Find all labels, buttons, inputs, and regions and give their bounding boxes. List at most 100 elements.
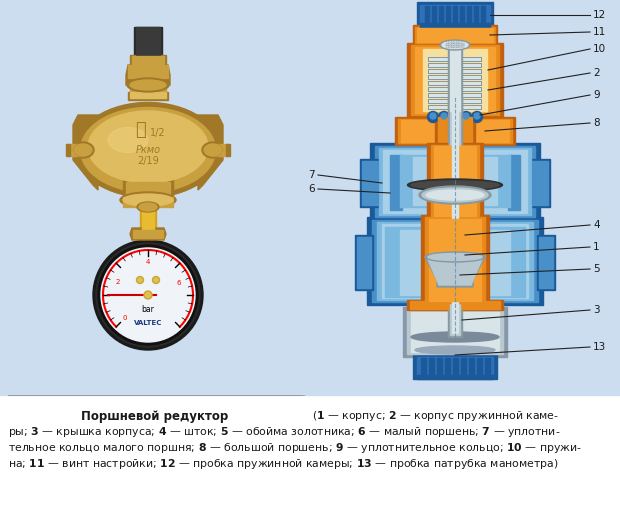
Bar — [383, 150, 527, 213]
Bar — [375, 146, 535, 217]
Circle shape — [98, 245, 198, 345]
Bar — [428, 99, 482, 104]
Bar — [421, 358, 426, 376]
Ellipse shape — [72, 142, 94, 158]
Bar — [474, 6, 478, 24]
Text: 12: 12 — [593, 10, 606, 20]
Polygon shape — [126, 65, 170, 90]
Bar — [411, 45, 499, 115]
Text: 5: 5 — [593, 264, 600, 274]
Polygon shape — [130, 228, 166, 240]
Bar — [429, 76, 481, 79]
Bar — [305, 0, 620, 395]
Bar — [413, 355, 497, 379]
Bar — [379, 148, 531, 215]
Bar — [429, 94, 481, 97]
Bar — [400, 155, 510, 207]
Bar — [427, 143, 483, 220]
Bar — [532, 161, 548, 205]
Text: 6: 6 — [308, 184, 315, 194]
Ellipse shape — [419, 186, 491, 204]
Circle shape — [96, 243, 200, 347]
Circle shape — [101, 248, 195, 342]
Bar — [415, 47, 495, 113]
Bar — [367, 217, 543, 305]
Ellipse shape — [120, 192, 176, 208]
Ellipse shape — [426, 190, 484, 200]
Bar — [432, 6, 436, 24]
Bar — [437, 358, 442, 376]
Bar — [428, 93, 482, 98]
Bar — [461, 358, 466, 376]
Bar — [429, 88, 481, 91]
Bar — [355, 235, 373, 290]
Ellipse shape — [74, 145, 92, 155]
Bar — [413, 157, 497, 205]
Text: Ⓥ: Ⓥ — [135, 121, 145, 139]
Bar — [362, 161, 378, 205]
Ellipse shape — [204, 145, 222, 155]
Text: 1: 1 — [593, 242, 600, 252]
Bar — [128, 92, 168, 100]
Circle shape — [136, 277, 143, 283]
Bar — [415, 27, 495, 43]
Bar — [428, 75, 482, 80]
Bar — [429, 58, 481, 61]
Polygon shape — [427, 257, 483, 285]
Bar — [428, 105, 482, 110]
Bar — [450, 99, 460, 335]
Bar — [413, 25, 497, 45]
Bar — [140, 205, 156, 235]
Bar — [0, 395, 620, 505]
Ellipse shape — [74, 144, 92, 156]
Polygon shape — [133, 230, 163, 238]
Text: 1/2: 1/2 — [150, 128, 166, 138]
Bar — [407, 43, 503, 117]
Polygon shape — [73, 115, 223, 190]
Bar — [431, 145, 479, 218]
Text: 8: 8 — [593, 118, 600, 128]
Bar — [407, 310, 503, 354]
Bar — [445, 358, 450, 376]
Circle shape — [93, 240, 203, 350]
Circle shape — [438, 112, 450, 123]
Circle shape — [153, 277, 159, 283]
Bar — [439, 6, 443, 24]
Bar — [360, 159, 380, 207]
Bar — [438, 117, 472, 145]
Bar — [450, 47, 460, 111]
Circle shape — [144, 291, 152, 299]
Bar — [420, 5, 490, 25]
Bar — [429, 82, 481, 85]
Circle shape — [474, 113, 480, 119]
Bar — [429, 358, 434, 376]
Text: 9: 9 — [593, 90, 600, 100]
Bar — [428, 69, 482, 74]
Ellipse shape — [202, 142, 224, 158]
Ellipse shape — [74, 143, 92, 157]
Bar — [226, 144, 230, 156]
Text: на; $\mathbf{11}$ — винт настройки; $\mathbf{12}$ — пробка пружинной камеры; $\m: на; $\mathbf{11}$ — винт настройки; $\ma… — [8, 457, 559, 471]
Bar — [130, 92, 166, 98]
Bar — [411, 312, 499, 352]
Ellipse shape — [123, 194, 173, 206]
Bar — [398, 119, 512, 143]
Bar — [123, 180, 173, 200]
Text: bar: bar — [141, 306, 154, 315]
Ellipse shape — [74, 144, 92, 156]
Text: VALTEC: VALTEC — [134, 320, 162, 326]
Text: Ркмо: Ркмо — [135, 145, 161, 155]
Bar — [537, 235, 555, 290]
Ellipse shape — [428, 254, 482, 261]
Text: тельное кольцо малого поршня; $\mathbf{8}$ — большой поршень; $\mathbf{9}$ — упл: тельное кольцо малого поршня; $\mathbf{8… — [8, 441, 582, 455]
Ellipse shape — [442, 41, 468, 48]
Bar — [446, 6, 450, 24]
Bar — [385, 227, 525, 297]
Circle shape — [154, 278, 158, 282]
Circle shape — [146, 292, 151, 297]
Bar — [448, 97, 462, 337]
Polygon shape — [425, 257, 485, 287]
Text: 2: 2 — [115, 279, 120, 285]
Bar — [453, 358, 458, 376]
Ellipse shape — [204, 143, 222, 157]
